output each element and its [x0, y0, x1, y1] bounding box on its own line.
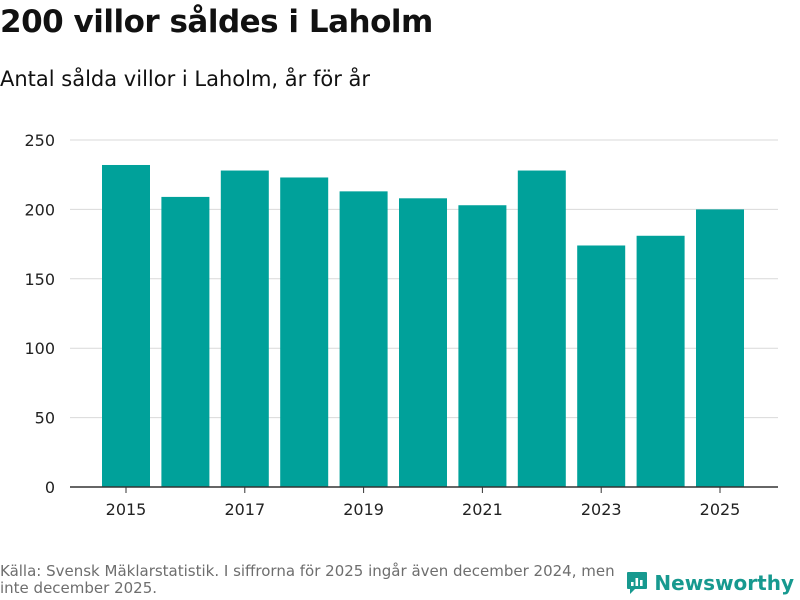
source-note: Källa: Svensk Mäklarstatistik. I siffror…	[0, 562, 615, 597]
x-tick-label: 2021	[462, 500, 503, 519]
bar	[220, 170, 269, 487]
y-tick-label: 50	[35, 409, 55, 428]
bar	[399, 198, 447, 487]
bar	[102, 164, 150, 487]
bar	[280, 177, 329, 487]
chart-title: 200 villor såldes i Laholm	[0, 4, 433, 40]
newsworthy-logo-icon	[627, 572, 648, 594]
x-tick-label: 2015	[106, 500, 147, 519]
bar	[339, 191, 388, 487]
y-tick-label: 200	[24, 200, 55, 219]
y-tick-label: 100	[24, 339, 55, 358]
bar-chart: 0 50 100 150 200 250 2015 2017 2019 2021 2023 2025	[24, 131, 778, 519]
y-tick-label: 250	[24, 131, 55, 150]
brand-name: Newsworthy	[654, 571, 794, 595]
y-tick-label: 150	[24, 270, 55, 289]
x-tick-label: 2017	[224, 500, 265, 519]
bar	[161, 196, 210, 487]
x-tick-label: 2023	[581, 500, 622, 519]
bar	[458, 205, 507, 487]
chart-subtitle: Antal sålda villor i Laholm, år för år	[0, 67, 371, 91]
bar	[636, 235, 685, 487]
x-tick-label: 2025	[700, 500, 741, 519]
bar	[577, 245, 626, 487]
y-tick-label: 0	[45, 478, 55, 497]
brand-logo: Newsworthy	[626, 570, 794, 596]
bar	[517, 170, 566, 487]
bar	[696, 209, 744, 487]
x-tick-label: 2019	[343, 500, 384, 519]
